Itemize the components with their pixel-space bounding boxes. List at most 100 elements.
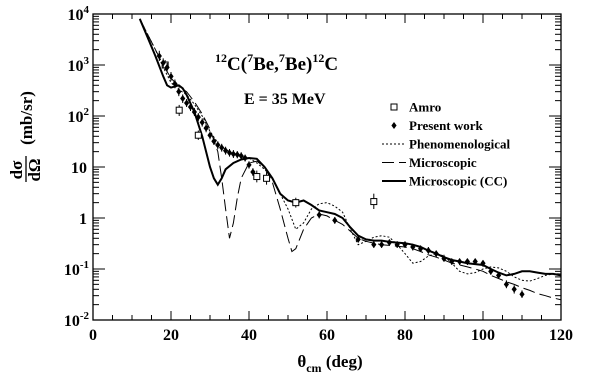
diamond-marker — [207, 131, 213, 139]
legend-label: Present work — [409, 118, 484, 133]
x-axis-title-main: θ — [297, 352, 306, 371]
present-work-point — [191, 107, 197, 116]
amro-point — [175, 104, 183, 116]
diamond-marker — [519, 290, 525, 298]
diamond-marker — [164, 63, 170, 71]
y-tick-label: 104 — [68, 4, 90, 24]
diamond-marker — [464, 258, 470, 266]
present-work-point — [207, 131, 213, 140]
open-square-marker — [253, 173, 261, 181]
present-work-point — [160, 58, 166, 68]
present-work-point — [215, 141, 221, 150]
legend-item: Present work — [391, 118, 484, 133]
diamond-marker — [199, 118, 205, 126]
diamond-marker — [418, 245, 424, 253]
diamond-marker — [191, 108, 197, 116]
diamond-marker — [172, 80, 178, 88]
y-axis-title-unit: (mb/sr) — [17, 91, 36, 145]
x-tick-label: 100 — [471, 327, 495, 344]
y-tick-label: 1 — [79, 211, 87, 228]
present-work-point — [234, 151, 240, 159]
present-work-point — [168, 71, 174, 81]
present-work-point — [250, 168, 256, 176]
y-axis-title-numerator: dσ — [7, 160, 26, 179]
legend-label: Phenomenological — [409, 137, 510, 152]
present-work-point — [316, 211, 322, 219]
x-tick-label: 0 — [89, 327, 97, 344]
diamond-marker — [168, 72, 174, 80]
amro-point — [370, 193, 378, 210]
present-work-point — [172, 79, 178, 89]
present-work-point — [464, 258, 470, 266]
open-square-marker — [292, 199, 300, 207]
open-square-marker — [370, 198, 378, 206]
diamond-marker — [472, 258, 478, 266]
amro-point — [263, 171, 271, 185]
legend-item: Microscopic — [382, 155, 477, 170]
diamond-marker — [215, 141, 221, 149]
diamond-marker — [230, 150, 236, 158]
y-axis-title: dσ dΩ (mb/sr) — [7, 91, 44, 182]
diamond-marker — [355, 235, 361, 243]
open-square-marker — [175, 106, 183, 114]
diamond-marker — [371, 241, 377, 249]
present-work-point — [164, 62, 170, 73]
diamond-marker — [226, 149, 233, 157]
present-work-point — [418, 245, 424, 253]
present-work-point — [496, 271, 502, 279]
diamond-marker — [195, 113, 201, 121]
present-work-point — [425, 247, 431, 255]
x-axis-title-sub: cm — [306, 361, 321, 375]
present-work-point — [242, 154, 248, 162]
present-work-point — [449, 258, 455, 266]
x-tick-label: 20 — [163, 327, 179, 344]
present-work-point — [187, 102, 194, 112]
diamond-marker — [176, 88, 182, 96]
diamond-marker — [219, 144, 225, 152]
present-work-point — [176, 87, 182, 97]
diamond-marker — [238, 152, 244, 160]
legend-item: Amro — [390, 100, 441, 115]
open-square-marker — [263, 174, 271, 182]
diamond-marker — [457, 258, 463, 266]
series-line-phenomenological — [139, 18, 561, 282]
reaction-label: 12C(7Be,7Be)12C — [215, 51, 338, 75]
x-tick-label: 40 — [241, 327, 257, 344]
present-work-point — [203, 123, 209, 133]
legend-diamond-marker — [391, 122, 397, 129]
present-work-point — [480, 259, 486, 267]
diamond-marker — [156, 52, 162, 60]
diamond-marker — [184, 99, 190, 107]
present-work-point — [332, 216, 338, 224]
present-work-point — [184, 99, 190, 108]
diamond-marker — [480, 259, 486, 267]
present-work-point — [195, 113, 201, 122]
legend-item: Phenomenological — [382, 137, 510, 152]
series-layer — [138, 18, 561, 301]
legend-label: Amro — [409, 100, 441, 115]
x-tick-label: 80 — [397, 327, 413, 344]
present-work-point — [511, 285, 517, 294]
present-work-point — [472, 258, 478, 266]
legend-label: Microscopic (CC) — [409, 174, 507, 189]
y-tick-label: 102 — [68, 106, 90, 126]
diamond-marker — [402, 241, 408, 249]
y-tick-label: 10-2 — [64, 310, 90, 330]
x-axis-title-rest: (deg) — [322, 352, 363, 371]
present-work-point — [238, 152, 244, 160]
x-axis-title: θcm (deg) — [297, 352, 362, 375]
amro-point — [292, 197, 300, 208]
series-line-microscopic-cc- — [138, 18, 561, 277]
present-work-point — [223, 146, 229, 155]
diamond-marker — [511, 285, 517, 293]
x-tick-label: 120 — [549, 327, 573, 344]
present-work-point — [488, 267, 494, 275]
diamond-marker — [394, 241, 400, 249]
y-axis-title-denominator: dΩ — [25, 158, 44, 181]
present-work-point — [402, 241, 408, 249]
present-work-point — [246, 161, 252, 169]
diamond-marker — [488, 267, 494, 275]
diamond-marker — [386, 239, 392, 247]
y-tick-label: 10 — [71, 160, 87, 177]
diamond-marker — [203, 124, 209, 132]
